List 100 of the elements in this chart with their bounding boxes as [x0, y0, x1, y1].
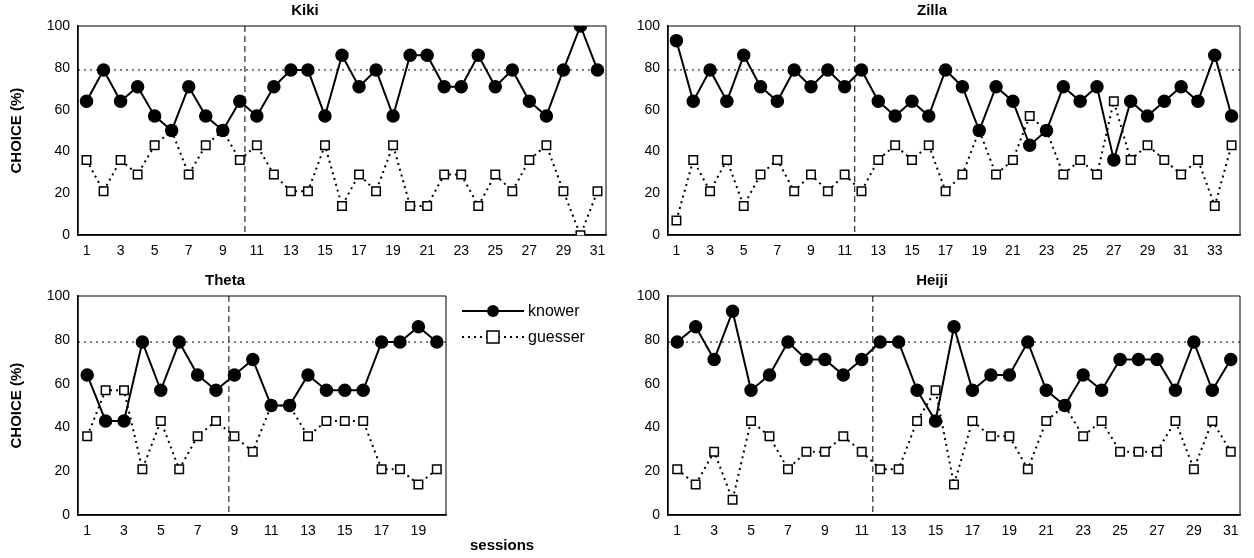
y-tick-label: 0 — [652, 226, 661, 243]
point — [1191, 94, 1205, 109]
point — [727, 494, 738, 505]
point — [1157, 94, 1172, 109]
point — [930, 385, 941, 396]
point — [301, 368, 315, 382]
point — [804, 79, 818, 94]
x-tick-label: 29 — [1139, 242, 1156, 259]
point — [890, 140, 901, 151]
y-tick-label: 60 — [54, 100, 71, 117]
y-tick-label: 60 — [644, 374, 661, 391]
point — [369, 63, 383, 77]
x-tick-label: 5 — [747, 522, 756, 539]
point — [671, 215, 682, 226]
point — [819, 446, 830, 457]
x-tick-label: 9 — [230, 522, 239, 539]
point — [371, 186, 382, 197]
point — [781, 335, 795, 349]
point — [268, 169, 279, 180]
x-tick-label: 23 — [453, 242, 470, 259]
point — [1159, 154, 1170, 165]
point — [246, 352, 260, 367]
point — [352, 79, 366, 94]
y-tick-label: 0 — [652, 506, 661, 523]
point — [703, 63, 717, 77]
point — [738, 200, 749, 211]
x-tick-label: 29 — [555, 242, 572, 259]
point — [1142, 140, 1153, 151]
x-tick-label: 3 — [710, 522, 719, 539]
point — [303, 431, 313, 442]
point — [98, 186, 109, 197]
point — [1004, 431, 1015, 442]
y-tick-label: 0 — [62, 226, 71, 243]
point — [838, 431, 849, 442]
point — [181, 79, 196, 94]
point — [1205, 383, 1220, 398]
x-tick-label: 1 — [673, 522, 682, 539]
x-tick-label: 9 — [807, 242, 816, 259]
point — [1188, 464, 1199, 475]
point — [115, 154, 126, 165]
x-tick-label: 15 — [337, 522, 353, 539]
y-tick-label: 20 — [644, 462, 661, 479]
point — [233, 94, 247, 109]
point — [507, 186, 518, 197]
x-tick-label: 5 — [150, 242, 159, 259]
x-tick-label: 5 — [156, 522, 165, 539]
point — [301, 63, 315, 77]
point — [137, 464, 148, 475]
point — [247, 446, 258, 457]
x-tick-label: 19 — [385, 242, 402, 259]
point — [420, 48, 434, 63]
x-tick-label: 19 — [410, 522, 427, 539]
point — [1207, 415, 1218, 426]
point — [1007, 154, 1018, 165]
point — [1024, 110, 1035, 121]
x-tick-label: 11 — [837, 242, 853, 259]
point — [117, 414, 131, 428]
point — [947, 319, 961, 334]
point — [422, 200, 433, 211]
x-tick-label: 7 — [773, 242, 782, 259]
y-tick-label: 100 — [636, 16, 661, 33]
point — [690, 479, 701, 490]
point — [799, 352, 814, 367]
x-tick-label: 17 — [937, 242, 954, 259]
point — [251, 140, 262, 151]
point — [522, 94, 537, 109]
point — [285, 186, 296, 197]
point — [836, 368, 851, 382]
point — [837, 79, 852, 94]
point — [1021, 335, 1035, 349]
point — [1131, 352, 1146, 367]
x-tick-label: 5 — [739, 242, 748, 259]
point — [471, 48, 486, 63]
point — [721, 154, 732, 165]
x-tick-label: 11 — [854, 522, 870, 539]
point — [135, 335, 150, 349]
point — [454, 79, 468, 94]
point — [590, 63, 605, 77]
x-tick-label: 13 — [300, 522, 316, 539]
point — [782, 464, 793, 475]
x-tick-label: 1 — [83, 522, 92, 539]
point — [801, 446, 812, 457]
point — [910, 383, 924, 398]
point — [321, 415, 332, 426]
point — [991, 169, 1002, 180]
point — [822, 186, 833, 197]
x-tick-label: 11 — [263, 522, 279, 539]
y-tick-label: 40 — [54, 418, 71, 435]
point — [938, 63, 953, 77]
point — [395, 464, 405, 475]
chart-title: Kiki — [291, 1, 319, 19]
x-tick-label: 15 — [904, 242, 920, 259]
y-axis-title: CHOICE (%) — [7, 87, 25, 174]
point — [284, 63, 298, 77]
point — [318, 109, 332, 123]
point — [1002, 368, 1017, 382]
point — [1107, 153, 1121, 167]
x-tick-label: 31 — [1173, 242, 1190, 259]
x-tick-label: 15 — [317, 242, 333, 259]
point — [957, 169, 968, 180]
